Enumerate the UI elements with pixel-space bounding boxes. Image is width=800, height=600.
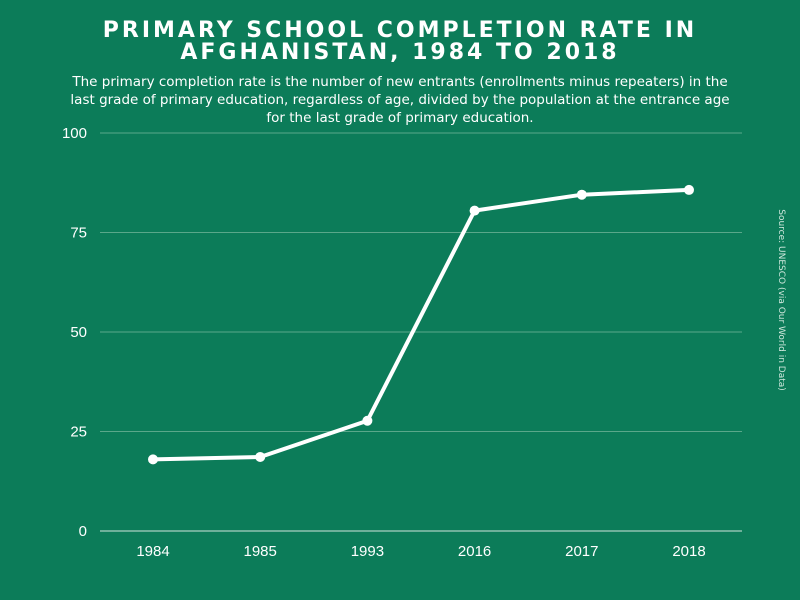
data-point-1993	[362, 415, 373, 426]
x-tick-label-2016: 2016	[458, 543, 491, 560]
y-tick-label-50: 50	[70, 324, 87, 341]
chart-title: PRIMARY SCHOOL COMPLETION RATE IN AFGHAN…	[102, 18, 698, 65]
data-point-1985	[255, 451, 266, 462]
x-tick-label-1984: 1984	[136, 543, 169, 560]
y-tick-label-25: 25	[70, 424, 87, 441]
data-point-2017	[576, 189, 587, 200]
x-tick-label-2018: 2018	[672, 543, 705, 560]
completion-rate-line	[151, 187, 691, 462]
data-points	[148, 184, 694, 465]
gridlines	[100, 132, 742, 532]
y-tick-label-75: 75	[70, 225, 87, 242]
x-tick-label-2017: 2017	[565, 543, 598, 560]
y-tick-label-0: 0	[79, 523, 87, 540]
y-axis-ticks: 0 25 50 75 100	[62, 125, 87, 540]
data-point-1984	[148, 454, 158, 465]
data-point-2016	[469, 205, 480, 216]
x-axis-ticks: 1984 1985 1993 2016 2017 2018	[136, 543, 705, 560]
y-tick-label-100: 100	[62, 125, 87, 142]
x-tick-label-1985: 1985	[244, 543, 277, 560]
x-tick-label-1993: 1993	[351, 543, 384, 560]
data-point-2018	[684, 184, 694, 195]
chart-subtitle: The primary completion rate is the numbe…	[70, 74, 730, 126]
series-line	[151, 187, 691, 462]
